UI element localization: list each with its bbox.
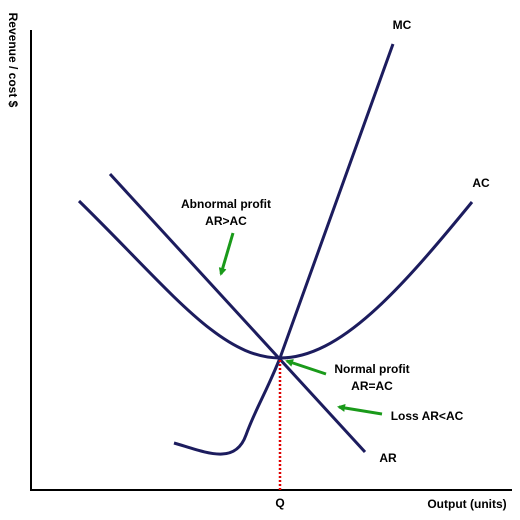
arrow xyxy=(285,359,327,376)
annotation: Abnormal profit xyxy=(181,197,271,211)
ar-label: AR xyxy=(379,451,397,465)
annotation: Normal profit xyxy=(334,362,409,376)
mc-curve xyxy=(173,43,395,456)
arrow xyxy=(337,404,383,416)
y-axis-label: Revenue / cost $ xyxy=(6,13,20,108)
ac-curve xyxy=(77,199,474,360)
x-axis-label: Output (units) xyxy=(427,497,506,511)
annotation: Loss AR<AC xyxy=(391,409,464,423)
annotation: AR=AC xyxy=(351,379,393,393)
annotation: AR>AC xyxy=(205,214,247,228)
arrow xyxy=(218,232,235,276)
ac-label: AC xyxy=(472,176,490,190)
ar-curve xyxy=(108,172,367,454)
q-label: Q xyxy=(275,496,284,510)
mc-label: MC xyxy=(393,18,412,32)
